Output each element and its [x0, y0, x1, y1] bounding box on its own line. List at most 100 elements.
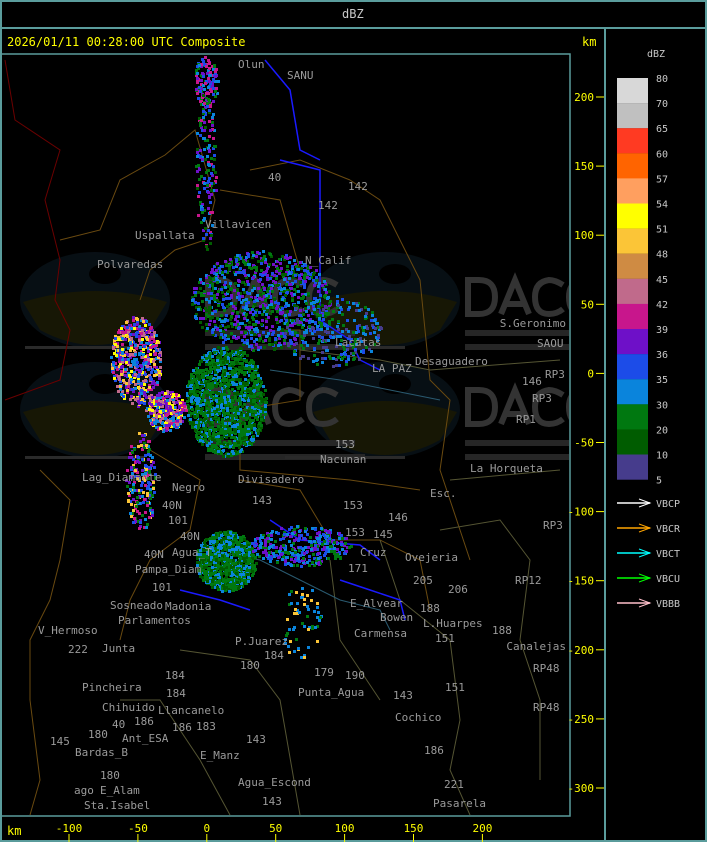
vector-label: VBCT [656, 549, 680, 560]
place-label: 101 [152, 581, 172, 594]
place-label: 171 [348, 562, 368, 575]
place-label: RP3 [545, 368, 565, 381]
place-label: Nacunan [320, 453, 366, 466]
place-label: RP48 [533, 662, 560, 675]
x-tick-label: 50 [269, 822, 282, 835]
place-label: 222 [68, 643, 88, 656]
vector-legend-item: VBBB [617, 598, 680, 610]
place-label: 190 [345, 669, 365, 682]
legend-color-swatch [617, 404, 648, 430]
legend-level-label: 54 [656, 200, 668, 211]
legend-color-swatch [617, 203, 648, 229]
place-label: 143 [252, 494, 272, 507]
dacc-watermark-lettering [285, 382, 569, 460]
place-label: Madonia [165, 600, 211, 613]
place-label: 146 [522, 375, 542, 388]
y-tick-label: -150 [568, 575, 595, 588]
y-tick-label: -50 [574, 437, 594, 450]
x-axis-unit: km [7, 824, 21, 838]
y-tick-label: -100 [568, 506, 595, 519]
place-label: Uspallata [135, 229, 195, 242]
y-tick-label: 200 [574, 91, 594, 104]
x-tick-label: 200 [472, 822, 492, 835]
legend-color-swatch [617, 354, 648, 380]
place-label: 101 [168, 514, 188, 527]
legend-color-swatch [617, 153, 648, 179]
legend-color-swatch [617, 303, 648, 330]
y-tick-label: -250 [568, 713, 595, 726]
place-label: Chihuido [102, 701, 155, 714]
place-label: Bardas_B [75, 746, 128, 759]
place-label: 186 [424, 744, 444, 757]
legend-level-label: 30 [656, 400, 668, 411]
place-label: 145 [50, 735, 70, 748]
vector-label: VBCU [656, 574, 680, 585]
place-label: 142 [318, 199, 338, 212]
place-label: RP1 [516, 413, 536, 426]
place-label: SANU [287, 69, 314, 82]
place-label: Cruz [360, 546, 387, 559]
place-label: 40N [144, 548, 164, 561]
x-tick-label: -100 [56, 822, 83, 835]
dacc-logo [20, 362, 170, 458]
place-label: Carmensa [354, 627, 407, 640]
place-label: 221 [444, 778, 464, 791]
echo-cluster [185, 346, 268, 458]
vector-legend-item: VBCT [617, 548, 680, 560]
boundary-line [119, 449, 431, 641]
x-tick-label: 100 [335, 822, 355, 835]
place-label: 153 [343, 499, 363, 512]
arrow-head-icon [638, 573, 652, 583]
place-label: Sta.Isabel [84, 799, 150, 812]
map-border [0, 53, 571, 817]
place-label: V_Hermoso [38, 624, 98, 637]
legend-color-swatch [617, 278, 648, 304]
place-label: 153 [335, 438, 355, 451]
place-labels: Olun SANU 40 142 142 Villavicen Uspallata Polva… [38, 58, 566, 812]
vector-label: VBBB [656, 599, 680, 610]
echo-cluster [284, 587, 323, 659]
echo-cluster [110, 316, 162, 408]
place-label: Esc. [430, 487, 457, 500]
boundary-line [4, 59, 71, 401]
header-title: dBZ [342, 7, 364, 21]
place-label: 206 [448, 583, 468, 596]
legend-level-label: 45 [656, 275, 668, 286]
place-label: Agua_Escond [238, 776, 311, 789]
y-tick-label: 100 [574, 229, 594, 242]
place-label: Pampa_Diam [135, 563, 202, 576]
place-label: Junta [102, 642, 135, 655]
legend-color-swatch [617, 128, 648, 154]
place-label: 40 [112, 718, 125, 731]
reflectivity-layer [110, 56, 383, 659]
echo-cluster [196, 530, 258, 593]
echo-cluster [191, 250, 332, 352]
place-label: Ant_ESA [122, 732, 169, 745]
place-label: 183 [196, 720, 216, 733]
y-tick-label: 50 [581, 298, 594, 311]
place-label: 151 [445, 681, 465, 694]
place-label: 142 [348, 180, 368, 193]
y-tick-label: -200 [568, 644, 595, 657]
legend-level-label: 39 [656, 325, 668, 336]
echo-cluster [125, 432, 157, 530]
place-label: Negro [172, 481, 205, 494]
legend-level-label: 42 [656, 300, 668, 311]
arrow-head-icon [638, 598, 652, 608]
legend-color-swatch [617, 228, 648, 254]
timestamp-label: 2026/01/11 00:28:00 UTC Composite [7, 35, 246, 49]
place-label: 143 [246, 733, 266, 746]
place-label: Llancanelo [158, 704, 224, 717]
place-label: 143 [262, 795, 282, 808]
y-tick-label: -300 [568, 782, 595, 795]
legend-panel [604, 27, 707, 842]
km-unit-label: km [582, 35, 597, 49]
arrow-head-icon [638, 548, 652, 558]
place-label: Polvaredas [97, 258, 163, 271]
place-label: Lag_Diamante [82, 471, 161, 484]
echo-cluster [195, 94, 218, 251]
y-tick-label: 0 [587, 367, 594, 380]
legend-level-label: 48 [656, 250, 668, 261]
color-legend: dBZ 80 70 65 60 57 54 51 48 45 42 39 36 35 30 20 10 5 VBCP… [617, 49, 681, 610]
